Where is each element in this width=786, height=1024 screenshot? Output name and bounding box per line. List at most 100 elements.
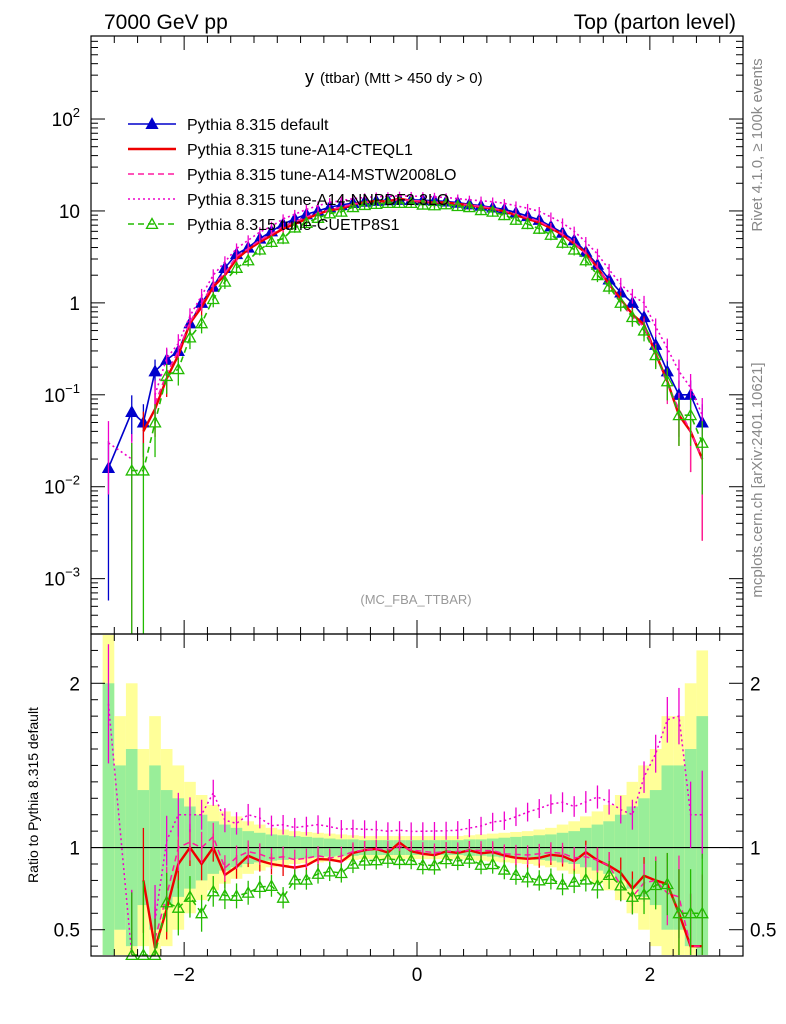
ratio-marker (544, 872, 558, 885)
main-marker (462, 200, 476, 213)
ratio-marker (625, 890, 639, 902)
legend-marker (145, 117, 159, 130)
series-3-main (107, 191, 703, 541)
ratio-marker (427, 858, 442, 871)
main-marker (660, 374, 674, 387)
ratio-line (107, 703, 133, 956)
main-marker (334, 204, 348, 217)
main-y-tick-label: 10−3 (44, 565, 80, 591)
legend-entry: Pythia 8.315 tune-A14-CTEQL1 (128, 142, 413, 159)
ratio-series (107, 644, 709, 961)
header: 7000 GeV pp Top (parton level) (104, 11, 736, 34)
ratio-marker (555, 877, 570, 890)
ratio-marker (439, 852, 453, 865)
ratio-marker (567, 874, 581, 887)
ratio-marker (218, 888, 232, 901)
ratio-marker (649, 878, 663, 891)
main-marker (497, 208, 511, 221)
main-line (154, 198, 703, 460)
ratio-marker (474, 858, 488, 870)
main-marker (486, 204, 500, 217)
ratio-marker (195, 906, 209, 919)
main-marker (171, 362, 185, 375)
ratio-marker (264, 879, 279, 891)
ratio-marker (637, 887, 651, 900)
main-marker (649, 348, 663, 361)
main-series (101, 191, 709, 634)
main-marker (532, 221, 546, 234)
main-marker (590, 268, 605, 281)
main-y-tick-exp: 2 (73, 105, 80, 120)
legend-entry: Pythia 8.315 default (128, 117, 329, 134)
main-marker (602, 279, 616, 292)
main-y-tick-label: 10 (59, 202, 80, 223)
ratio-marker (160, 895, 174, 908)
mcplots-label: mcplots.cern.ch [arXiv:2401.10621] (749, 362, 766, 597)
main-marker (555, 235, 570, 248)
ratio-marker (416, 858, 430, 871)
main-marker (253, 242, 267, 255)
ratio-marker (451, 854, 465, 866)
ratio-marker (136, 948, 150, 961)
ratio-marker (183, 890, 197, 902)
main-marker (276, 231, 290, 244)
main-marker (311, 211, 325, 223)
main-line (154, 195, 703, 416)
legend-label: Pythia 8.315 default (187, 117, 329, 134)
main-marker (136, 463, 150, 476)
main-y-tick-label: 102 (52, 105, 80, 131)
series-1-main (142, 194, 704, 541)
ratio-marker (381, 852, 395, 864)
main-marker (451, 199, 465, 212)
series-4-ratio (125, 849, 709, 961)
main-marker (544, 227, 558, 240)
ratio-line (154, 835, 703, 947)
ratio-marker (311, 867, 325, 879)
main-marker (439, 197, 453, 210)
ratio-marker (590, 878, 605, 891)
main-marker (183, 330, 197, 343)
main-line (131, 202, 703, 472)
main-marker (346, 200, 360, 213)
main-y-tick-label: 10−2 (44, 473, 80, 499)
main-marker (695, 436, 709, 448)
main-marker (206, 292, 220, 305)
ratio-y-tick-label-right: 0.5 (750, 921, 776, 942)
ratio-axes: −2 0 2 0.5 0.5 1 1 2 2 (54, 634, 776, 986)
main-marker (684, 408, 698, 421)
main-marker (614, 296, 628, 308)
ratio-marker (486, 857, 500, 870)
main-marker (160, 369, 174, 382)
main-y-tick-base: 10 (44, 478, 65, 499)
ratio-line (154, 715, 703, 921)
series-4-main (125, 196, 709, 634)
ratio-marker (614, 878, 628, 891)
ratio-ylabel: Ratio to Pythia 8.315 default (25, 707, 41, 883)
main-marker (521, 217, 535, 230)
ratio-y-tick-label-right: 1 (750, 839, 761, 860)
main-marker (125, 405, 139, 418)
plot-title: y (ttbar) (Mtt > 450 dy > 0) (305, 67, 483, 87)
ratio-marker (346, 856, 360, 869)
ratio-marker (462, 851, 476, 864)
main-y-tick-base: 10 (44, 570, 65, 591)
ratio-marker (392, 853, 407, 866)
main-marker (509, 213, 523, 225)
ratio-marker (206, 884, 220, 897)
ratio-marker (660, 877, 674, 890)
main-marker (358, 198, 372, 211)
main-marker (241, 253, 255, 266)
main-line (142, 197, 704, 460)
main-y-tick-label: 10−1 (44, 381, 80, 407)
main-y-tick-label: 1 (69, 294, 80, 315)
x-tick-label: 2 (645, 965, 656, 986)
ratio-y-tick-label: 0.5 (54, 921, 80, 942)
ratio-marker (299, 872, 313, 885)
header-left: 7000 GeV pp (104, 11, 228, 34)
main-marker (125, 463, 139, 476)
ratio-marker (684, 906, 698, 919)
main-marker (567, 242, 581, 255)
header-right: Top (parton level) (574, 11, 736, 34)
